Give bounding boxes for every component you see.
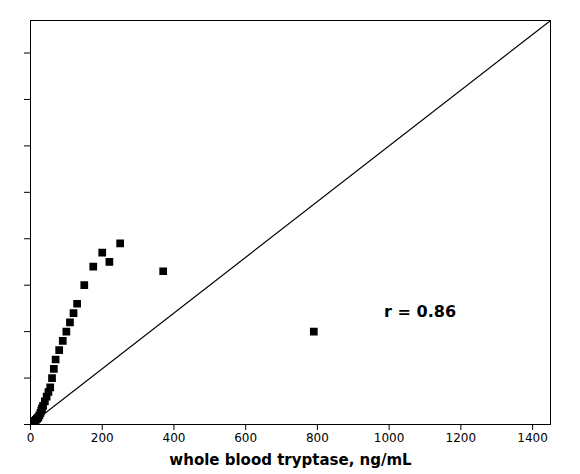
- svg-text:1000: 1000: [374, 431, 405, 445]
- svg-text:800: 800: [306, 431, 329, 445]
- svg-text:1400: 1400: [517, 431, 548, 445]
- svg-text:600: 600: [234, 431, 257, 445]
- svg-text:whole blood tryptase, ng/mL: whole blood tryptase, ng/mL: [169, 451, 412, 469]
- svg-text:r = 0.86: r = 0.86: [384, 302, 456, 321]
- svg-text:200: 200: [91, 431, 114, 445]
- svg-text:1200: 1200: [446, 431, 477, 445]
- svg-text:0: 0: [27, 431, 35, 445]
- svg-text:400: 400: [162, 431, 185, 445]
